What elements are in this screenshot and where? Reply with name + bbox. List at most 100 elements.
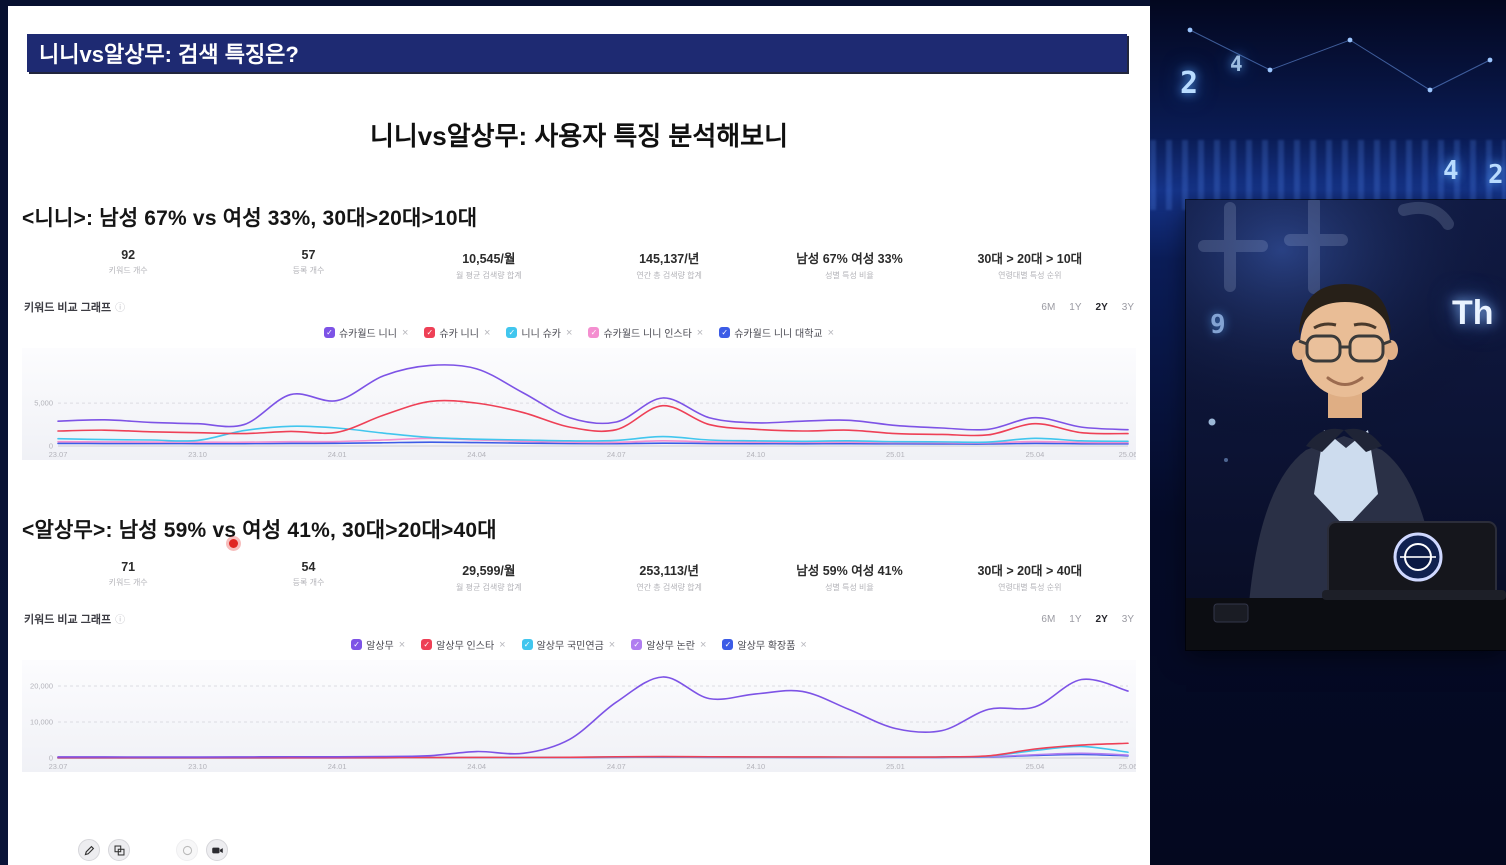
legend-label: 니니 슈카	[521, 329, 561, 340]
checkbox-icon[interactable]: ✓	[588, 327, 600, 338]
stats-row: 71 키워드 개수 54 등록 개수 29,599/월 월 평균 검색량 합계 …	[38, 560, 1120, 593]
stat-gender-ratio: 남성 67% 여성 33% 성별 특성 비율	[796, 252, 903, 280]
legend-label: 슈카월드 니니	[338, 329, 397, 340]
section-title: <알상무>: 남성 59% vs 여성 41%, 30대>20대>40대	[22, 519, 497, 542]
svg-text:0: 0	[49, 442, 53, 451]
slide-heading: 니니vs알상무: 사용자 특징 분석해보니	[369, 121, 789, 151]
svg-text:25.06: 25.06	[1119, 762, 1136, 771]
stat-gender-ratio: 남성 59% 여성 41% 성별 특성 비율	[796, 564, 903, 592]
stat-monthly-search: 29,599/월 월 평균 검색량 합계	[456, 564, 522, 592]
tech-band-decor	[1150, 140, 1506, 210]
remove-icon[interactable]: ×	[700, 638, 707, 651]
range-3y-button[interactable]: 3Y	[1121, 613, 1134, 625]
stat-registered-count: 54 등록 개수	[292, 560, 325, 587]
legend-label: 슈카 니니	[439, 329, 479, 340]
svg-text:10,000: 10,000	[30, 718, 53, 727]
svg-text:25.01: 25.01	[886, 762, 905, 771]
checkbox-icon[interactable]: ✓	[719, 327, 731, 338]
svg-text:25.01: 25.01	[886, 450, 905, 459]
chart-legend: ✓ 슈카월드 니니 × ✓ 슈카 니니 × ✓ 니니 슈카 × ✓ 슈카월드 니…	[8, 325, 1150, 340]
remove-icon[interactable]: ×	[483, 326, 491, 339]
legend-chip[interactable]: ✓ 알상무 확장품 ×	[722, 637, 807, 652]
presenter-illustration	[1186, 200, 1506, 650]
svg-text:24.10: 24.10	[746, 762, 765, 771]
stat-registered-count: 57 등록 개수	[292, 248, 325, 275]
eraser-button[interactable]	[176, 839, 198, 861]
stat-yearly-search: 145,137/년 연간 총 검색량 합계	[636, 252, 702, 280]
remove-icon[interactable]: ×	[696, 326, 704, 339]
info-icon[interactable]: ⓘ	[115, 615, 126, 626]
legend-chip[interactable]: ✓ 슈카월드 니니 인스타 ×	[588, 325, 703, 340]
legend-chip[interactable]: ✓ 슈카 니니 ×	[424, 325, 490, 340]
remove-icon[interactable]: ×	[608, 638, 616, 651]
pen-button[interactable]	[78, 839, 100, 861]
legend-chip[interactable]: ✓ 알상무 ×	[351, 637, 405, 652]
range-3y-button[interactable]: 3Y	[1121, 301, 1134, 313]
chart-header: 키워드 비교 그래프 ⓘ 6M 1Y 2Y 3Y	[24, 611, 1134, 627]
legend-chip[interactable]: ✓ 슈카월드 니니 ×	[323, 325, 409, 340]
legend-chip[interactable]: ✓ 니니 슈카 ×	[506, 325, 572, 340]
stat-monthly-search: 10,545/월 월 평균 검색량 합계	[456, 252, 522, 280]
range-1y-button[interactable]: 1Y	[1069, 301, 1082, 313]
remove-icon[interactable]: ×	[566, 326, 573, 339]
remove-icon[interactable]: ×	[827, 326, 835, 339]
remove-icon[interactable]: ×	[800, 638, 807, 651]
checkbox-icon[interactable]: ✓	[351, 639, 363, 650]
range-2y-button[interactable]: 2Y	[1095, 613, 1108, 625]
camera-button[interactable]	[206, 839, 228, 861]
stat-age-rank: 30대 > 20대 > 10대 연령대별 특성 순위	[977, 252, 1083, 280]
pen-icon	[84, 845, 94, 855]
legend-label: 알상무	[366, 641, 394, 652]
svg-text:25.04: 25.04	[1026, 762, 1045, 771]
legend-label: 알상무 국민연금	[536, 641, 604, 652]
remove-icon[interactable]: ×	[401, 326, 409, 339]
stat-age-rank: 30대 > 20대 > 40대 연령대별 특성 순위	[977, 564, 1083, 592]
stat-keyword-count: 92 키워드 개수	[108, 248, 148, 275]
range-6m-button[interactable]: 6M	[1041, 613, 1056, 625]
remove-icon[interactable]: ×	[398, 638, 406, 651]
checkbox-icon[interactable]: ✓	[421, 639, 433, 650]
legend-chip[interactable]: ✓ 알상무 논란 ×	[631, 637, 706, 652]
keyword-trend-chart[interactable]: 0 10,000 20,000 23.07 23.10 24.01 24.04 24.07 24…	[22, 660, 1136, 772]
overlay-number: 4	[1230, 52, 1243, 76]
range-2y-button[interactable]: 2Y	[1095, 301, 1108, 313]
time-range-selector: 6M 1Y 2Y 3Y	[1041, 302, 1134, 313]
range-1y-button[interactable]: 1Y	[1069, 613, 1082, 625]
svg-text:23.10: 23.10	[188, 450, 207, 459]
shapes-button[interactable]	[108, 839, 130, 861]
svg-text:24.04: 24.04	[467, 762, 486, 771]
range-6m-button[interactable]: 6M	[1041, 301, 1056, 313]
svg-text:20,000: 20,000	[30, 682, 53, 691]
checkbox-icon[interactable]: ✓	[323, 327, 335, 338]
legend-label: 슈카월드 니니 대학교	[734, 329, 823, 340]
legend-label: 알상무 인스타	[436, 641, 495, 652]
remove-icon[interactable]: ×	[499, 638, 506, 651]
presentation-slide: 니니vs알상무: 검색 특징은? 니니vs알상무: 사용자 특징 분석해보니 <…	[8, 6, 1150, 865]
stats-row: 92 키워드 개수 57 등록 개수 10,545/월 월 평균 검색량 합계 …	[38, 248, 1120, 281]
section-alsangmu: <알상무>: 남성 59% vs 여성 41%, 30대>20대>40대 71 …	[8, 514, 1150, 772]
checkbox-icon[interactable]: ✓	[424, 327, 436, 338]
info-icon[interactable]: ⓘ	[115, 303, 126, 314]
checkbox-icon[interactable]: ✓	[722, 639, 734, 650]
annotation-toolbar	[78, 839, 228, 861]
legend-label: 슈카월드 니니 인스타	[603, 329, 692, 340]
slide-title-bar: 니니vs알상무: 검색 특징은?	[27, 34, 1127, 72]
keyword-trend-chart[interactable]: 0 5,000 23.07 23.10 24.01 24.04 24.07 24.10 25.0…	[22, 348, 1136, 460]
eraser-icon	[182, 845, 192, 855]
checkbox-icon[interactable]: ✓	[506, 327, 518, 338]
time-range-selector: 6M 1Y 2Y 3Y	[1041, 614, 1134, 625]
svg-text:25.04: 25.04	[1026, 450, 1045, 459]
legend-chip[interactable]: ✓ 알상무 인스타 ×	[421, 637, 506, 652]
overlay-number: 4	[1443, 156, 1459, 186]
legend-chip[interactable]: ✓ 알상무 국민연금 ×	[521, 637, 616, 652]
checkbox-icon[interactable]: ✓	[631, 639, 643, 650]
laptop-logo	[1393, 532, 1443, 582]
legend-label: 알상무 확장품	[737, 641, 796, 652]
chart-title: 키워드 비교 그래프 ⓘ	[24, 614, 126, 626]
constellation-decor	[1187, 27, 1493, 93]
overlay-number: 9	[1210, 310, 1226, 340]
section-nini: <니니>: 남성 67% vs 여성 33%, 30대>20대>10대 92 키…	[8, 202, 1150, 460]
svg-text:23.10: 23.10	[188, 762, 207, 771]
checkbox-icon[interactable]: ✓	[521, 639, 533, 650]
legend-chip[interactable]: ✓ 슈카월드 니니 대학교 ×	[719, 325, 834, 340]
